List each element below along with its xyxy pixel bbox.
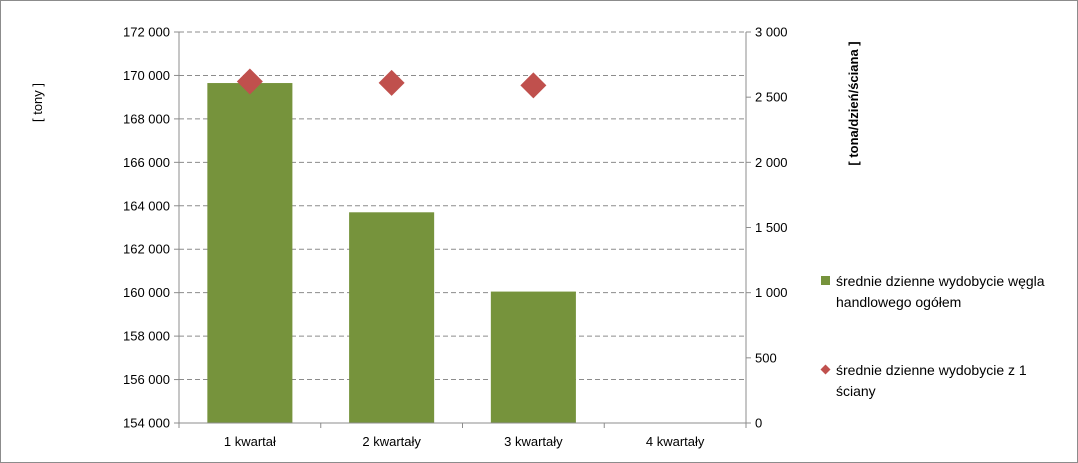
y-left-tick-label: 156 000 [123, 372, 170, 387]
gridlines [179, 31, 746, 381]
x-tick-label: 2 kwartały [362, 434, 421, 449]
y-left-tick-label: 170 000 [123, 68, 170, 83]
legend-label: średnie dzienne wydobycie węgla [836, 273, 1045, 289]
bar [349, 212, 435, 423]
legend-diamond-icon [820, 364, 831, 375]
bar-series [207, 83, 576, 423]
axis-titles: [ tony ] [ tona/dzień/ściana ] [30, 41, 861, 165]
x-tick-label: 1 kwartał [224, 434, 276, 449]
y-left-tick-label: 168 000 [123, 111, 170, 126]
y-left-tick-label: 162 000 [123, 242, 170, 257]
y-right-tick-label: 500 [755, 350, 777, 365]
x-tick-label: 3 kwartały [504, 434, 563, 449]
y-left-tick-label: 164 000 [123, 198, 170, 213]
y-right-tick-label: 2 000 [755, 155, 788, 170]
marker-point [520, 72, 547, 99]
y-left-tick-label: 154 000 [123, 416, 170, 431]
y-left-tick-label: 172 000 [123, 25, 170, 40]
marker-point [236, 68, 263, 95]
tick-labels: 154 000 156 000 158 000 160 000 162 000 164 0… [123, 25, 788, 450]
y-right-tick-label: 0 [755, 416, 762, 431]
legend-label: średnie dzienne wydobycie z 1 [836, 362, 1027, 378]
y-axis-right-title: [ tona/dzień/ściana ] [846, 41, 861, 165]
axes [174, 31, 751, 428]
legend-label: ściany [836, 383, 876, 399]
y-left-tick-label: 158 000 [123, 329, 170, 344]
legend-item: średnie dzienne wydobycie węgla handloweg… [821, 273, 1045, 310]
y-right-tick-label: 1 000 [755, 285, 788, 300]
y-axis-left-title: [ tony ] [30, 83, 45, 122]
legend-label: handlowego ogółem [836, 294, 961, 310]
y-right-tick-label: 2 500 [755, 90, 788, 105]
marker-point [378, 69, 405, 96]
marker-series [236, 68, 547, 99]
bar [490, 291, 576, 423]
x-tick-label: 4 kwartały [646, 434, 705, 449]
legend-square-icon [821, 276, 830, 285]
legend-item: średnie dzienne wydobycie z 1 ściany [820, 362, 1027, 399]
legend: średnie dzienne wydobycie węgla handloweg… [820, 273, 1045, 399]
bar [207, 83, 293, 423]
y-left-tick-label: 166 000 [123, 155, 170, 170]
y-right-tick-label: 1 500 [755, 220, 788, 235]
y-right-tick-label: 3 000 [755, 25, 788, 40]
y-left-tick-label: 160 000 [123, 285, 170, 300]
